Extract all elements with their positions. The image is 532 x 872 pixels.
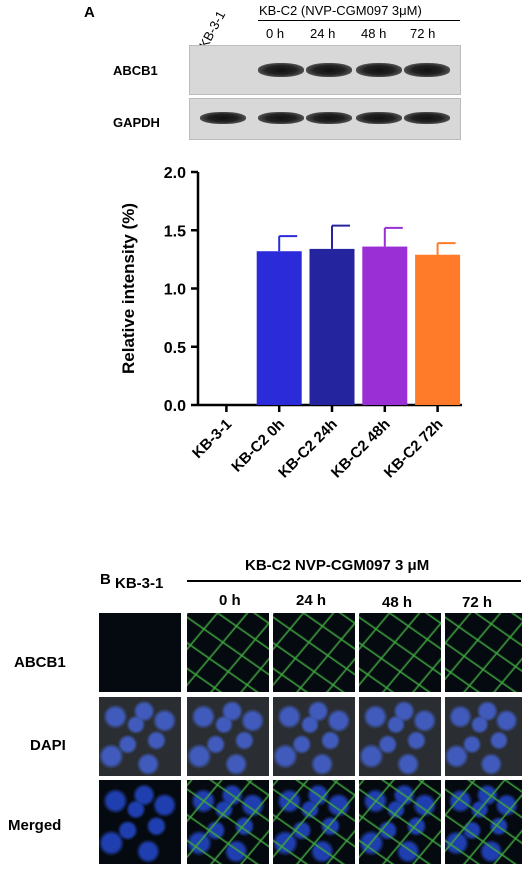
- lane-label-48h: 48 h: [361, 26, 387, 41]
- bar-chart: 0.0 0.5 1.0 1.5 2.0 Relative intensity (%) KB-…: [119, 165, 462, 481]
- bar-2: [309, 248, 355, 405]
- if-image-dapi-1: [187, 697, 269, 776]
- if-time-label-24h: 24 h: [296, 592, 327, 609]
- if-image-merged-3: [359, 780, 441, 864]
- wb-group-header: KB-C2 (NVP-CGM097 3μM): [259, 3, 422, 18]
- bar-3: [362, 246, 408, 405]
- panel-b-letter: B: [100, 571, 111, 588]
- wb-band-gapdh-2: [306, 112, 352, 124]
- lane-label-72h: 72 h: [410, 26, 436, 41]
- if-row-label-dapi: DAPI: [30, 737, 66, 754]
- if-image-abcb1-4: [445, 613, 522, 692]
- if-image-merged-4: [445, 780, 522, 864]
- if-image-dapi-4: [445, 697, 522, 776]
- y-tick-label-2: 1.0: [164, 282, 186, 299]
- lane-label-0h: 0 h: [266, 26, 285, 41]
- bar-4: [415, 254, 461, 405]
- wb-band-gapdh-0: [200, 112, 246, 124]
- y-tick-label-0: 0.0: [164, 398, 186, 415]
- if-time-label-48h: 48 h: [382, 594, 413, 611]
- if-image-dapi-2: [273, 697, 355, 776]
- if-group-underline: [187, 580, 521, 582]
- if-image-abcb1-0: [99, 613, 181, 692]
- wb-row-label-abcb1: ABCB1: [113, 63, 158, 78]
- wb-band-gapdh-1: [258, 112, 304, 124]
- x-tick-label-0: KB-3-1: [189, 416, 235, 462]
- if-time-label-72h: 72 h: [462, 594, 493, 611]
- y-tick-label-1: 0.5: [164, 340, 186, 357]
- bar-1: [256, 251, 302, 405]
- wb-row-label-gapdh: GAPDH: [113, 115, 160, 130]
- if-row-label-merged: Merged: [8, 817, 62, 834]
- wb-group-underline: [258, 20, 460, 21]
- y-axis-title: Relative intensity (%): [119, 203, 138, 374]
- wb-band-abcb1-2: [306, 63, 352, 77]
- wb-band-gapdh-4: [404, 112, 450, 124]
- wb-band-abcb1-1: [258, 63, 304, 77]
- lane-label-24h: 24 h: [310, 26, 336, 41]
- wb-band-gapdh-3: [356, 112, 402, 124]
- if-row-label-abcb1: ABCB1: [14, 654, 66, 671]
- wb-band-abcb1-3: [356, 63, 402, 77]
- y-tick-label-4: 2.0: [164, 165, 186, 182]
- if-time-label-0h: 0 h: [219, 592, 241, 609]
- if-image-dapi-0: [99, 697, 181, 776]
- if-image-merged-2: [273, 780, 355, 864]
- if-control-label: KB-3-1: [115, 575, 164, 592]
- if-image-abcb1-2: [273, 613, 355, 692]
- if-image-merged-1: [187, 780, 269, 864]
- if-image-abcb1-1: [187, 613, 269, 692]
- y-tick-label-3: 1.5: [164, 223, 186, 240]
- wb-band-abcb1-4: [404, 63, 450, 77]
- panel-a-letter: A: [84, 4, 95, 21]
- if-image-dapi-3: [359, 697, 441, 776]
- if-group-header: KB-C2 NVP-CGM097 3 μM: [245, 557, 430, 574]
- if-image-merged-0: [99, 780, 181, 864]
- if-image-abcb1-3: [359, 613, 441, 692]
